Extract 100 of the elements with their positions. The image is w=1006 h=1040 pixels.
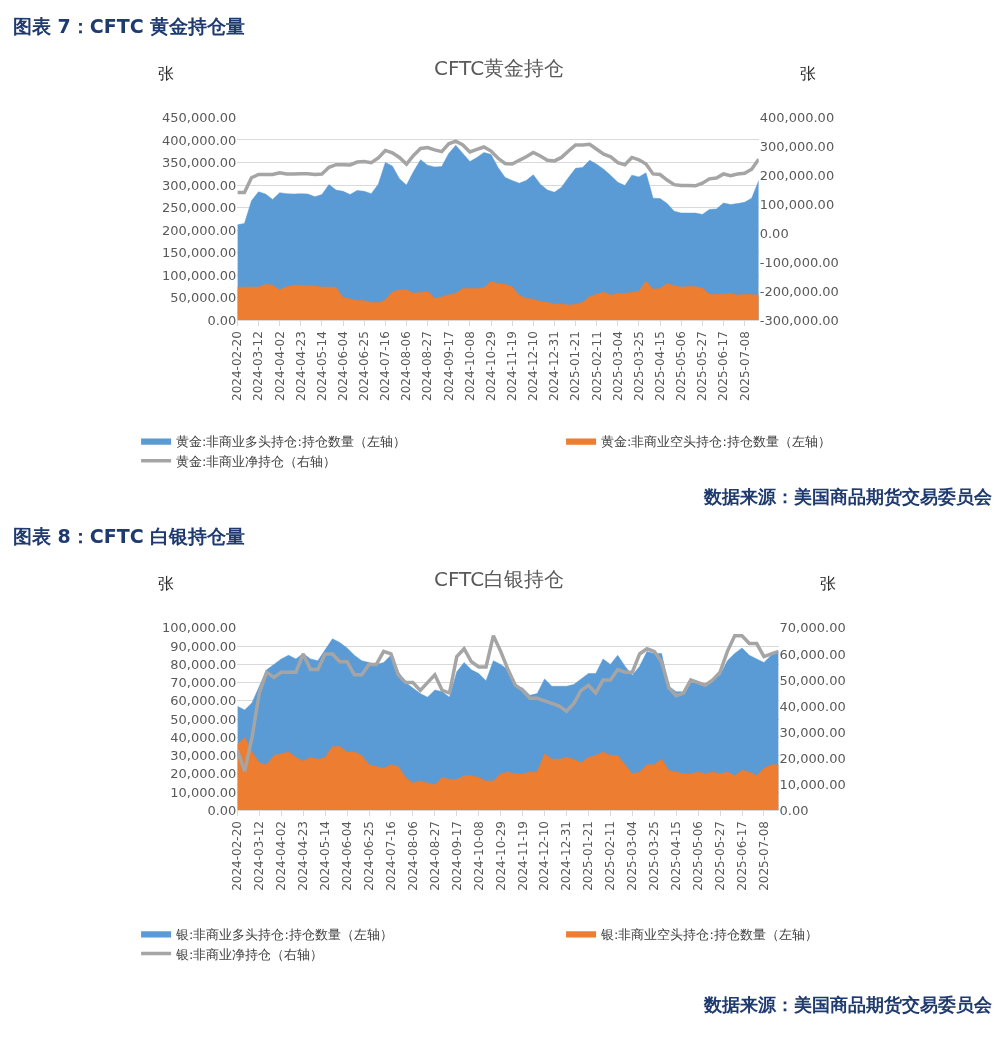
y-tick-label: 40,000.00 [170, 729, 237, 745]
x-tick-label: 2024-10-08 [462, 331, 477, 401]
y2-tick-label: -300,000.00 [759, 312, 839, 328]
y-tick-label: 450,000.00 [161, 109, 237, 125]
y-tick-label: 400,000.00 [161, 132, 237, 148]
y2-tick-label: 60,000.00 [779, 646, 846, 662]
x-tick-label: 2024-04-02 [272, 331, 287, 401]
x-tick-label: 2025-01-21 [581, 821, 596, 891]
chart-title: 图表 7：CFTC 黄金持仓量 [13, 15, 246, 37]
y2-tick-label: 10,000.00 [779, 776, 846, 792]
x-tick-label: 2024-12-10 [526, 331, 541, 401]
x-tick-label: 2025-06-17 [734, 821, 749, 891]
x-tick-label: 2024-08-06 [405, 821, 420, 891]
y2-tick-label: 70,000.00 [779, 620, 846, 636]
legend-label: 黄金:非商业空头持仓:持仓数量（左轴） [601, 433, 831, 449]
x-tick-label: 2024-09-17 [441, 331, 456, 401]
line-series [237, 139, 759, 195]
y-tick-label: 100,000.00 [161, 620, 237, 636]
x-tick-label: 2024-06-25 [357, 331, 372, 401]
y-axis-title: 张 [158, 64, 174, 83]
x-tick-label: 2024-11-19 [515, 821, 530, 891]
x-tick-label: 2025-05-06 [674, 331, 689, 401]
x-tick-label: 2024-04-23 [293, 331, 308, 401]
x-tick-label: 2024-10-29 [483, 331, 498, 401]
x-tick-label: 2024-10-29 [493, 821, 508, 891]
y2-tick-label: 400,000.00 [759, 109, 835, 125]
legend-label: 黄金:非商业多头持仓:持仓数量（左轴） [176, 433, 406, 449]
x-tick-label: 2025-03-25 [647, 821, 662, 891]
chart-title: 图表 8：CFTC 白银持仓量 [13, 525, 246, 547]
x-tick-label: 2024-04-23 [296, 821, 311, 891]
x-tick-label: 2024-06-04 [339, 821, 354, 891]
y2-tick-label: 40,000.00 [779, 698, 846, 714]
y-tick-label: 0.00 [207, 802, 237, 818]
x-tick-label: 2024-04-02 [274, 821, 289, 891]
y-tick-label: 200,000.00 [161, 222, 237, 238]
x-tick-label: 2025-02-11 [589, 331, 604, 401]
y-axis-title: 张 [158, 574, 174, 593]
x-tick-label: 2025-07-08 [737, 331, 752, 401]
x-tick-label: 2025-07-08 [756, 821, 771, 891]
x-tick-label: 2024-10-08 [471, 821, 486, 891]
x-tick-label: 2025-03-04 [625, 821, 640, 891]
y-tick-label: 100,000.00 [161, 267, 237, 283]
y2-tick-label: 300,000.00 [759, 138, 835, 154]
y-tick-label: 80,000.00 [170, 656, 237, 672]
x-tick-label: 2024-05-14 [318, 821, 333, 891]
x-tick-label: 2024-06-25 [361, 821, 376, 891]
x-tick-label: 2024-07-16 [383, 821, 398, 891]
x-tick-label: 2024-12-31 [559, 821, 574, 891]
y-tick-label: 300,000.00 [161, 177, 237, 193]
y-tick-label: 70,000.00 [170, 675, 237, 691]
source-note: 数据来源：美国商品期货交易委员会 [703, 486, 993, 507]
x-tick-label: 2025-03-25 [631, 331, 646, 401]
x-tick-label: 2025-02-11 [603, 821, 618, 891]
y-tick-label: 150,000.00 [161, 245, 237, 261]
y2-tick-label: 30,000.00 [779, 724, 846, 740]
y2-axis-title: 张 [800, 64, 816, 83]
y2-tick-label: 20,000.00 [779, 750, 846, 766]
x-tick-label: 2025-03-04 [610, 331, 625, 401]
y2-tick-label: 0.00 [759, 225, 789, 241]
y2-tick-label: 200,000.00 [759, 167, 835, 183]
x-tick-label: 2024-02-20 [230, 821, 245, 891]
x-tick-label: 2024-07-16 [378, 331, 393, 401]
chart-subtitle: CFTC黄金持仓 [434, 56, 565, 80]
x-tick-label: 2024-08-27 [420, 331, 435, 401]
x-tick-label: 2025-05-27 [712, 821, 727, 891]
x-tick-label: 2024-03-12 [252, 821, 267, 891]
y-tick-label: 90,000.00 [170, 638, 237, 654]
y-tick-label: 60,000.00 [170, 693, 237, 709]
x-tick-label: 2024-02-20 [230, 331, 245, 401]
y-tick-label: 30,000.00 [170, 748, 237, 764]
y-tick-label: 20,000.00 [170, 766, 237, 782]
x-tick-label: 2025-05-27 [695, 331, 710, 401]
legend-label: 银:非商业多头持仓:持仓数量（左轴） [175, 926, 393, 942]
y-tick-label: 50,000.00 [170, 290, 237, 306]
y-tick-label: 10,000.00 [170, 784, 237, 800]
y2-axis-title: 张 [820, 574, 836, 593]
y2-tick-label: 100,000.00 [759, 196, 835, 212]
x-tick-label: 2024-08-27 [427, 821, 442, 891]
chart-subtitle: CFTC白银持仓 [434, 567, 565, 591]
legend-label: 银:非商业空头持仓:持仓数量（左轴） [600, 926, 818, 942]
x-tick-label: 2025-04-15 [653, 331, 667, 401]
x-tick-label: 2024-12-10 [537, 821, 552, 891]
x-tick-label: 2024-09-17 [449, 821, 464, 891]
y2-tick-label: -200,000.00 [759, 283, 839, 299]
y2-tick-label: -100,000.00 [759, 254, 839, 270]
x-tick-label: 2024-12-31 [547, 331, 562, 401]
x-tick-label: 2024-05-14 [314, 331, 329, 401]
source-note: 数据来源：美国商品期货交易委员会 [703, 994, 993, 1015]
y-tick-label: 350,000.00 [161, 155, 237, 171]
x-tick-label: 2024-08-06 [399, 331, 414, 401]
y-tick-label: 0.00 [207, 312, 237, 328]
x-tick-label: 2025-01-21 [568, 331, 583, 401]
legend-label: 黄金:非商业净持仓（右轴） [176, 453, 337, 469]
y2-tick-label: 0.00 [779, 802, 809, 818]
y2-tick-label: 50,000.00 [779, 672, 846, 688]
x-tick-label: 2025-05-06 [691, 821, 706, 891]
x-tick-label: 2024-03-12 [251, 331, 266, 401]
y-tick-label: 50,000.00 [170, 711, 237, 727]
legend-label: 银:非商业净持仓（右轴） [175, 946, 324, 962]
x-tick-label: 2025-06-17 [716, 331, 731, 401]
